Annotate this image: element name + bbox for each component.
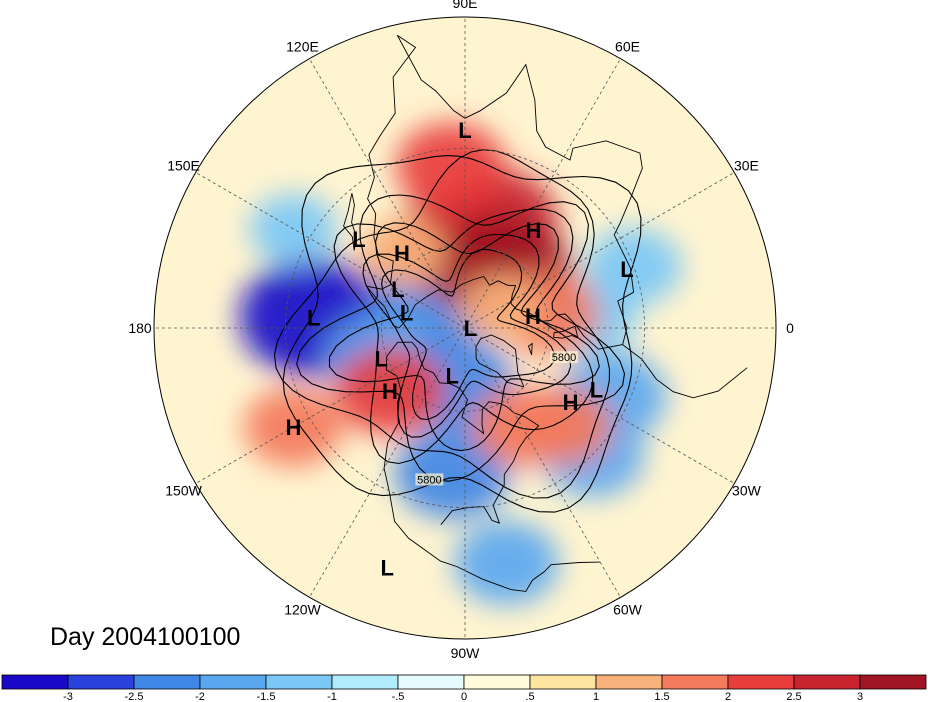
- colorbar-swatch: [595, 674, 663, 690]
- colorbar-label: 2: [725, 691, 731, 702]
- meridian-line: [309, 327, 466, 598]
- low-pressure-label: L: [464, 316, 477, 341]
- longitude-label: 120E: [286, 39, 319, 55]
- map-border: [153, 16, 777, 640]
- colorbar-swatch: [793, 674, 861, 690]
- colorbar: -3 -2.5 -2 -1.5 -1 -.5 0 .5 1 1.5 2 2.5 3: [1, 674, 927, 702]
- longitude-label: 150E: [167, 158, 200, 174]
- meridian-line: [464, 58, 621, 329]
- longitude-label: 90W: [451, 645, 481, 661]
- colorbar-swatch: [661, 674, 729, 690]
- coastline: [365, 35, 643, 350]
- map-title: Day 2004100100: [50, 623, 240, 651]
- meridian-line: [464, 172, 735, 329]
- low-pressure-label: L: [391, 277, 404, 302]
- colorbar-swatch: [67, 674, 135, 690]
- colorbar-label: 3: [857, 691, 863, 702]
- longitude-label: 60E: [615, 39, 640, 55]
- colorbar-label: 2.5: [786, 691, 801, 702]
- colorbar-swatch: [199, 674, 267, 690]
- meridian-line: [309, 58, 466, 329]
- colorbar-swatch: [727, 674, 795, 690]
- map-disk: [154, 17, 776, 639]
- contour-label: 5800: [417, 474, 441, 486]
- coastline: [383, 341, 601, 592]
- longitude-label: 30W: [732, 483, 762, 499]
- contour-label: 5800: [552, 352, 576, 364]
- anomaly-field: [239, 122, 682, 605]
- colorbar-label: -3: [63, 691, 73, 702]
- anomaly-blob: [454, 521, 559, 605]
- high-pressure-label: H: [382, 379, 398, 404]
- anomaly-blob: [395, 122, 506, 211]
- coastline: [343, 193, 357, 251]
- colorbar-label: -1.5: [257, 691, 276, 702]
- colorbar-swatch: [859, 674, 927, 690]
- low-pressure-label: L: [590, 377, 603, 402]
- anomaly-blob: [357, 217, 446, 289]
- coastline: [475, 334, 525, 388]
- anomaly-blob: [472, 386, 572, 466]
- colorbar-label: 1: [593, 691, 599, 702]
- meridian-line: [464, 327, 621, 598]
- longitude-label: 60W: [613, 601, 643, 617]
- low-pressure-label: L: [380, 556, 393, 581]
- meridian-line: [464, 327, 735, 484]
- low-pressure-label: L: [374, 347, 387, 372]
- low-pressure-label: L: [352, 227, 365, 252]
- colorbar-label: -2.5: [125, 691, 144, 702]
- colorbar-swatch: [1, 674, 69, 690]
- colorbar-label: .5: [525, 691, 534, 702]
- longitude-labels: 90E 60E 30E 0 30W 60W 90W 120W 150W 180 150E 120E: [128, 0, 794, 661]
- colorbar-swatch: [265, 674, 333, 690]
- anomaly-blob: [334, 347, 445, 436]
- coastlines: [343, 35, 748, 592]
- low-pressure-label: L: [400, 300, 413, 325]
- graticule: [154, 17, 776, 639]
- colorbar-label: 0: [461, 691, 467, 702]
- colorbar-label: 1.5: [654, 691, 669, 702]
- colorbar-swatch: [331, 674, 399, 690]
- coastline: [527, 342, 533, 356]
- low-pressure-label: L: [307, 305, 320, 330]
- colorbar-label: -2: [195, 691, 205, 702]
- high-pressure-label: H: [526, 218, 542, 243]
- height-contour: [282, 155, 642, 513]
- low-pressure-label: L: [446, 364, 459, 389]
- colorbar-swatch: [529, 674, 597, 690]
- longitude-label: 0: [786, 320, 794, 336]
- anomaly-blob: [459, 274, 542, 341]
- high-pressure-label: H: [285, 415, 301, 440]
- colorbar-label: -.5: [392, 691, 405, 702]
- high-pressure-label: H: [394, 241, 410, 266]
- anomaly-blob: [394, 426, 511, 519]
- high-pressure-label: H: [563, 390, 579, 415]
- low-pressure-label: L: [620, 257, 633, 282]
- colorbar-label: -1: [327, 691, 337, 702]
- high-pressure-label: H: [525, 304, 541, 329]
- coastline: [553, 325, 579, 339]
- longitude-label: 150W: [165, 483, 202, 499]
- colorbar-swatch: [463, 674, 531, 690]
- contour-labels: 5800 5800: [415, 351, 578, 486]
- latitude-circle: [381, 244, 549, 412]
- meridian-line: [195, 327, 466, 484]
- coastline: [411, 341, 540, 525]
- longitude-label: 30E: [734, 158, 759, 174]
- low-pressure-label: L: [458, 118, 471, 143]
- colorbar-swatch: [397, 674, 465, 690]
- longitude-label: 180: [128, 320, 152, 336]
- longitude-label: 90E: [453, 0, 478, 11]
- meridian-line: [195, 172, 466, 329]
- height-contour: [328, 222, 600, 452]
- latitude-circle: [285, 148, 645, 508]
- colorbar-swatch: [133, 674, 201, 690]
- longitude-label: 120W: [284, 601, 321, 617]
